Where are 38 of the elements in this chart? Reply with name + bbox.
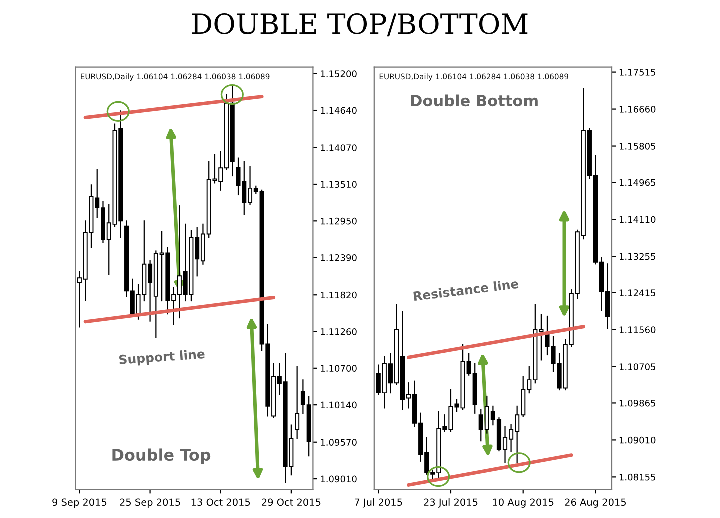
x-tick-label: 10 Aug 2015 — [493, 498, 554, 508]
y-tick-label: 1.15200 — [321, 70, 357, 78]
x-tick-label: 23 Jul 2015 — [424, 498, 478, 508]
y-tick-label: 1.10140 — [321, 402, 357, 409]
y-tick-label: 1.12415 — [620, 290, 656, 296]
y-tick-label: 1.09865 — [620, 400, 656, 407]
y-tick-label: 1.11560 — [620, 326, 656, 334]
x-tick-label: 7 Jul 2015 — [355, 498, 402, 508]
x-tick-label: 9 Sep 2015 — [52, 498, 107, 508]
y-tick-label: 1.12950 — [321, 218, 357, 225]
y-tick-label: 1.15805 — [620, 143, 656, 150]
y-tick-label: 1.16660 — [620, 106, 656, 113]
y-tick-label: 1.10705 — [620, 364, 656, 370]
x-tick-label: 29 Oct 2015 — [262, 498, 321, 506]
y-tick-label: 1.14965 — [620, 179, 656, 186]
y-tick-label: 1.09570 — [321, 439, 357, 446]
x-tick-label: 25 Sep 2015 — [120, 498, 180, 508]
x-tick-label: 13 Oct 2015 — [192, 498, 250, 506]
y-tick-label: 1.09010 — [620, 436, 656, 444]
annotation: Support line — [119, 349, 206, 368]
y-tick-label: 1.17515 — [620, 69, 656, 76]
y-tick-label: 1.11260 — [321, 328, 357, 336]
y-tick-label: 1.11820 — [321, 292, 357, 299]
annotation: Double Bottom — [411, 94, 538, 107]
y-tick-label: 1.10700 — [321, 365, 357, 372]
y-tick-label: 1.09010 — [321, 476, 357, 483]
y-tick-label: 1.13255 — [620, 253, 656, 260]
annotation: Double Top — [112, 448, 211, 464]
y-tick-label: 1.14640 — [321, 107, 357, 114]
candlestick — [295, 366, 300, 440]
y-tick-label: 1.08155 — [620, 474, 656, 481]
x-tick-label: 26 Aug 2015 — [565, 498, 626, 508]
y-tick-label: 1.13510 — [321, 181, 357, 188]
y-tick-label: 1.14070 — [321, 144, 357, 152]
y-tick-label: 1.14110 — [620, 216, 656, 224]
chart-title: DOUBLE TOP/BOTTOM — [192, 13, 528, 37]
y-tick-label: 1.12390 — [321, 254, 357, 262]
annotation: Resistance line — [414, 278, 519, 302]
